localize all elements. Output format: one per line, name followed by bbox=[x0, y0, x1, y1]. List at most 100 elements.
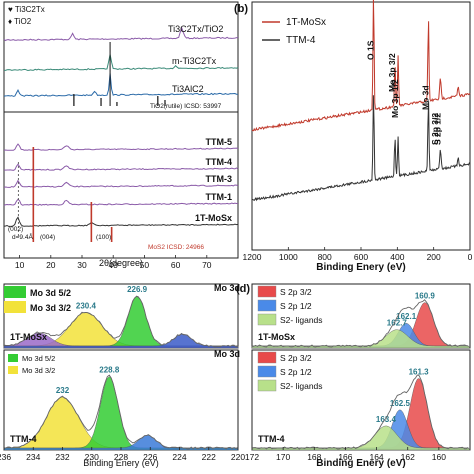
panel-d-letter: (d) bbox=[236, 283, 250, 295]
panel-d-bottom-x-tick-label: 170 bbox=[276, 452, 290, 462]
panel-d-bottom-x-tick-label: 160 bbox=[432, 452, 446, 462]
peak-label: Mo 3p 3/2 bbox=[387, 53, 397, 92]
legend-swatch-s2p bbox=[257, 365, 277, 378]
panel-c-bottom-peak-label: 228.8 bbox=[99, 366, 120, 375]
legend-tio2: ♦ TiO2 bbox=[8, 17, 32, 26]
panel-b-x-tick-label: 1200 bbox=[243, 252, 262, 262]
xrd-series-Ti3AlC2 bbox=[3, 73, 238, 97]
panel-c-bottom-peak bbox=[3, 435, 239, 451]
panel-c-bottom-x-tick-label: 232 bbox=[55, 452, 69, 462]
panel-d-bottom-sample-label: TTM-4 bbox=[258, 434, 285, 444]
legend-swatch-mo3d32 bbox=[4, 301, 26, 313]
series-label-TTM-4: TTM-4 bbox=[206, 157, 233, 167]
panel-c-xlabel: Binding Enery (eV) bbox=[83, 458, 159, 468]
panel-c-bottom-x-tick-label: 228 bbox=[114, 452, 128, 462]
tio2-reference-label: TiO2(rutile) ICSD: 53997 bbox=[150, 103, 222, 110]
panel-b-x-tick-label: 1000 bbox=[279, 252, 298, 262]
panel-b-letter: (b) bbox=[234, 3, 248, 15]
panel-c-title-top: Mo 3d bbox=[214, 283, 240, 293]
panel-c-bottom-x-tick-label: 230 bbox=[85, 452, 99, 462]
panel-a-x-tick-label: 30 bbox=[77, 260, 87, 270]
panel-b-x-tick-label: 400 bbox=[390, 252, 404, 262]
panel-d-bottom-peak-label: 162.5 bbox=[390, 399, 411, 408]
panel-b-xlabel: Binding Enery (eV) bbox=[316, 262, 405, 273]
legend-label-s2p: S2- ligands bbox=[280, 381, 323, 391]
series-label-TTM-3: TTM-3 bbox=[206, 174, 233, 184]
xps-survey-TTM-4 bbox=[251, 95, 471, 202]
legend-label-1t-mosx: 1T-MoSx bbox=[286, 17, 326, 28]
peak-label: S 2p 1/2 bbox=[432, 113, 442, 145]
legend-label-mo3d52-b: Mo 3d 5/2 bbox=[22, 354, 55, 363]
legend-swatch-s2p bbox=[257, 285, 277, 298]
series-label-m-ti3c2tx: m-Ti3C2Tx bbox=[172, 56, 217, 66]
panel-a-frame bbox=[3, 1, 239, 259]
panel-a-x-tick-label: 10 bbox=[15, 260, 25, 270]
peak-label-004: (004) bbox=[40, 234, 55, 241]
panel-c-bottom-x-tick-label: 234 bbox=[26, 452, 40, 462]
mos2-reference-label: MoS2 ICSD: 24966 bbox=[148, 244, 204, 251]
legend-label-s2p: S 2p 1/2 bbox=[280, 301, 312, 311]
panel-b-x-tick-label: 600 bbox=[354, 252, 368, 262]
legend-swatch-s2p bbox=[257, 379, 277, 392]
panel-a-x-tick-label: 40 bbox=[108, 260, 118, 270]
panel-a-x-tick-label: 70 bbox=[202, 260, 212, 270]
panel-d-bottom-peak-label: 163.4 bbox=[376, 415, 397, 424]
xrd-series-TTM-3 bbox=[3, 179, 239, 188]
peak-label: Mo 3p 1/2 bbox=[390, 79, 400, 118]
panel-c-bottom-x-tick-label: 226 bbox=[143, 452, 157, 462]
panel-c-bottom-sample-label: TTM-4 bbox=[10, 434, 37, 444]
legend-label-ttm-4: TTM-4 bbox=[286, 35, 316, 46]
peak-label: Mo 3d bbox=[420, 85, 430, 110]
series-label-1T-MoSx: 1T-MoSx bbox=[195, 213, 232, 223]
panel-d-bottom-x-tick-label: 162 bbox=[401, 452, 415, 462]
panel-c-top-peak-label: 226.9 bbox=[127, 285, 148, 294]
legend-swatch-mo3d52-b bbox=[8, 354, 18, 362]
panel-c-bottom-x-tick-label: 236 bbox=[0, 452, 11, 462]
legend-swatch-s2p bbox=[257, 351, 277, 364]
xrd-series-TTM-5 bbox=[3, 143, 239, 151]
peak-label-002: (002) bbox=[8, 226, 23, 233]
legend-swatch-s2p bbox=[257, 299, 277, 312]
panel-c-top-envelope bbox=[3, 295, 239, 348]
peak-label: S 2p 3/2 bbox=[430, 113, 440, 145]
panel-a-x-tick-label: 50 bbox=[140, 260, 150, 270]
panel-d-bottom-x-tick-label: 172 bbox=[245, 452, 259, 462]
legend-label-mo3d32-b: Mo 3d 3/2 bbox=[22, 366, 55, 375]
panel-c-bottom-peak-label: 232 bbox=[56, 386, 70, 395]
panel-a-xlabel: 2θ(degree) bbox=[99, 258, 143, 268]
panel-c-top-sample-label: 1T-MoSx bbox=[10, 332, 47, 342]
panel-d-bottom-x-tick-label: 166 bbox=[338, 452, 352, 462]
panel-b-x-tick-label: 800 bbox=[318, 252, 332, 262]
legend-label-s2p: S 2p 3/2 bbox=[280, 287, 312, 297]
legend-swatch-mo3d52 bbox=[4, 286, 26, 298]
peak-label-100: (100) bbox=[96, 234, 111, 241]
panel-a-x-tick-label: 20 bbox=[46, 260, 56, 270]
panel-d-top-envelope bbox=[251, 299, 469, 348]
legend-label-s2p: S 2p 1/2 bbox=[280, 367, 312, 377]
xrd-series-Ti3C2Tx/TiO2 bbox=[3, 26, 239, 42]
panel-d-top-peak-label: 162.7 bbox=[387, 319, 408, 328]
legend-swatch-s2p bbox=[257, 313, 277, 326]
panel-d-bottom-peak-label: 161.3 bbox=[409, 367, 430, 376]
legend-label-mo3d32: Mo 3d 3/2 bbox=[30, 303, 71, 313]
panel-d-bottom-envelope bbox=[251, 374, 469, 450]
panel-b-x-tick-label: 200 bbox=[427, 252, 441, 262]
panel-c-title-bottom: Mo 3d bbox=[214, 349, 240, 359]
panel-c-bottom-x-tick-label: 222 bbox=[202, 452, 216, 462]
panel-d-bottom-frame bbox=[251, 349, 471, 451]
panel-d-bottom-x-tick-label: 168 bbox=[307, 452, 321, 462]
legend-label-s2p: S2- ligands bbox=[280, 315, 323, 325]
panel-c-bottom-envelope bbox=[3, 374, 239, 450]
series-label-TTM-1: TTM-1 bbox=[206, 192, 233, 202]
xrd-series-TTM-1 bbox=[3, 198, 239, 206]
series-label-ti3alc2: Ti3AlC2 bbox=[172, 84, 204, 94]
panel-d-top-peak-label: 162.1 bbox=[396, 312, 417, 321]
series-label-ti3c2tx-tio2: Ti3C2Tx/TiO2 bbox=[168, 24, 223, 34]
panel-c-bottom-x-tick-label: 224 bbox=[172, 452, 186, 462]
panel-b-x-tick-label: 0 bbox=[468, 252, 473, 262]
xrd-series-1T-MoSx bbox=[3, 216, 239, 227]
xrd-series-m-Ti3C2Tx bbox=[3, 54, 239, 71]
panel-a-x-tick-label: 60 bbox=[171, 260, 181, 270]
peak-label: O 1S bbox=[366, 40, 376, 60]
xps-survey-1T-MoSx bbox=[251, 0, 471, 132]
